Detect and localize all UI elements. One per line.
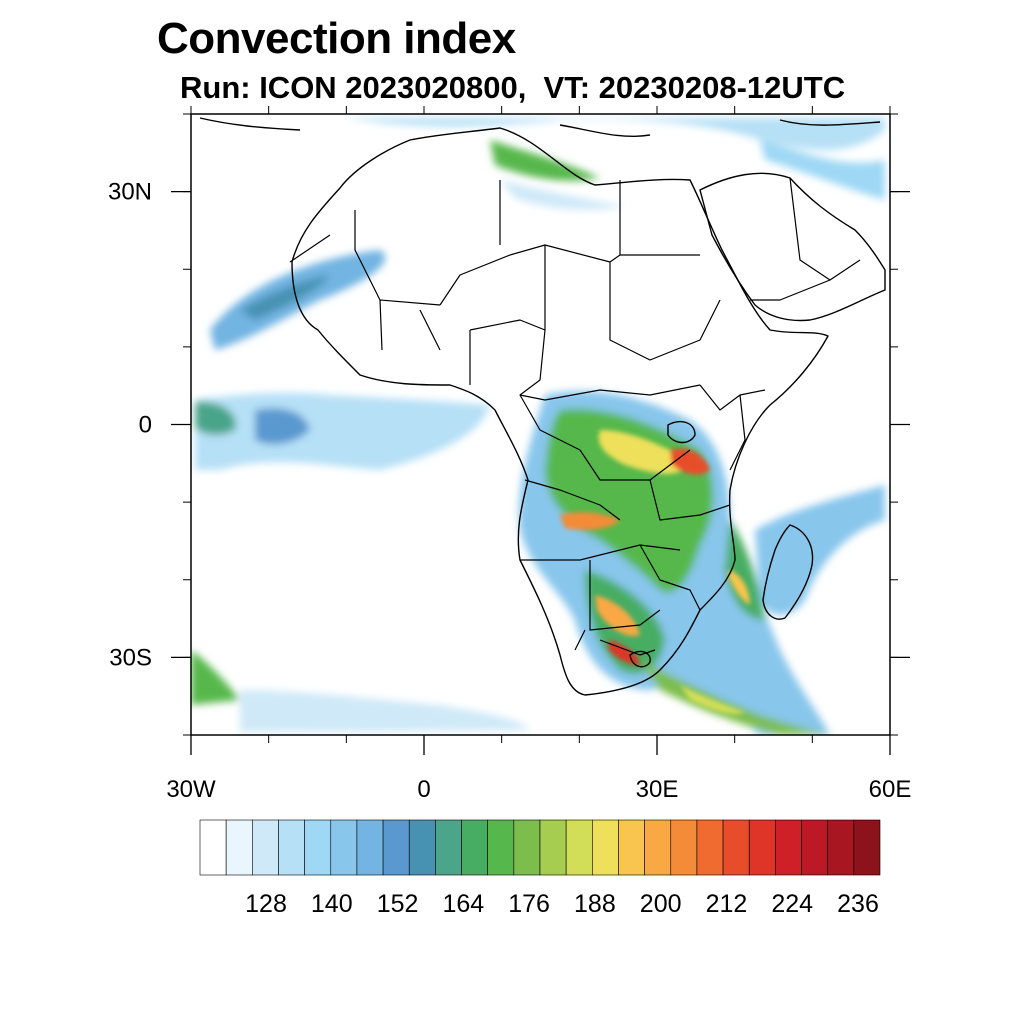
field-mozambique — [725, 520, 765, 620]
lon-tick-label: 30E — [636, 776, 679, 803]
coastlines-borders — [199, 117, 886, 696]
colorbar-label: 188 — [574, 890, 616, 918]
convection-field — [191, 118, 885, 735]
europe-coast — [199, 117, 881, 138]
field-eq-core — [195, 401, 236, 435]
country-borders — [289, 177, 861, 656]
colorbar: 128 140 152 164 176 188 200 212 224 236 — [199, 819, 881, 918]
africa-coastline — [291, 127, 829, 696]
colorbar-label: 212 — [706, 890, 748, 918]
colorbar-swatch — [827, 819, 855, 876]
field-algeria-band — [500, 180, 625, 210]
colorbar-swatch — [304, 819, 332, 876]
field-core-zambia — [560, 512, 620, 530]
colorbar-swatch — [356, 819, 384, 876]
colorbar-swatch — [513, 819, 541, 876]
colorbar-label: 128 — [245, 890, 287, 918]
page-title: Convection index — [157, 14, 516, 63]
field-core-congo — [598, 430, 690, 474]
madagascar-outline — [762, 524, 814, 620]
colorbar-label: 224 — [771, 890, 813, 918]
colorbar-swatch — [748, 819, 776, 876]
field-core-tanzania — [670, 448, 710, 475]
lat-tick-label: 30N — [108, 179, 152, 206]
lat-tick-label: 0 — [139, 412, 152, 439]
lon-tick-label: 0 — [417, 776, 430, 803]
colorbar-swatch — [775, 819, 802, 876]
field-core-moz — [728, 570, 750, 605]
field-eq-core2 — [255, 408, 310, 445]
lon-tick-label: 30W — [166, 776, 216, 803]
colorbar-label: 176 — [508, 890, 550, 918]
field-south-atlantic — [240, 690, 530, 732]
colorbar-swatch — [382, 819, 410, 876]
field-sw-band — [640, 660, 830, 735]
run-subtitle: Run: ICON 2023020800, VT: 20230208-12UTC — [180, 70, 846, 105]
axis-ticks: 30W 0 30E 60E 30N 0 30S — [108, 106, 911, 803]
field-med-band — [345, 118, 885, 150]
colorbar-label: 152 — [377, 890, 419, 918]
arabia-outline — [699, 172, 886, 322]
colorbar-swatch — [225, 819, 253, 876]
colorbar-swatch — [722, 819, 750, 876]
colorbar-swatch — [592, 819, 619, 876]
colorbar-swatch — [199, 819, 227, 876]
colorbar-swatch — [696, 819, 724, 876]
field-core-sband — [680, 685, 745, 715]
colorbar-label: 236 — [837, 890, 879, 918]
colorbar-swatch — [853, 819, 881, 876]
lesotho-border — [629, 650, 651, 668]
colorbar-swatch — [252, 819, 279, 876]
colorbar-swatch — [461, 819, 488, 876]
colorbar-swatch — [565, 819, 593, 876]
lake-victoria — [667, 420, 696, 444]
field-eq-atlantic — [195, 392, 490, 470]
colorbar-label: 140 — [311, 890, 353, 918]
lon-tick-label: 60E — [869, 776, 912, 803]
colorbar-swatch — [487, 819, 515, 876]
colorbar-swatch — [408, 819, 436, 876]
field-westafrica-core — [240, 275, 330, 320]
colorbar-swatch — [801, 819, 828, 876]
colorbar-label: 200 — [640, 890, 682, 918]
colorbar-swatch — [330, 819, 358, 876]
colorbar-swatch — [435, 819, 462, 876]
colorbar-swatch — [644, 819, 672, 876]
colorbar-swatch — [278, 819, 305, 876]
colorbar-swatch — [539, 819, 567, 876]
field-madagascar-sea — [755, 485, 885, 615]
field-libya-band — [490, 140, 600, 181]
colorbar-swatch — [670, 819, 698, 876]
field-sw-corner — [191, 650, 240, 705]
colorbar-swatch — [618, 819, 645, 876]
field-arabia-band — [760, 140, 885, 200]
field-westafrica-band — [210, 250, 386, 350]
colorbar-label: 164 — [442, 890, 484, 918]
lat-tick-label: 30S — [109, 644, 152, 671]
